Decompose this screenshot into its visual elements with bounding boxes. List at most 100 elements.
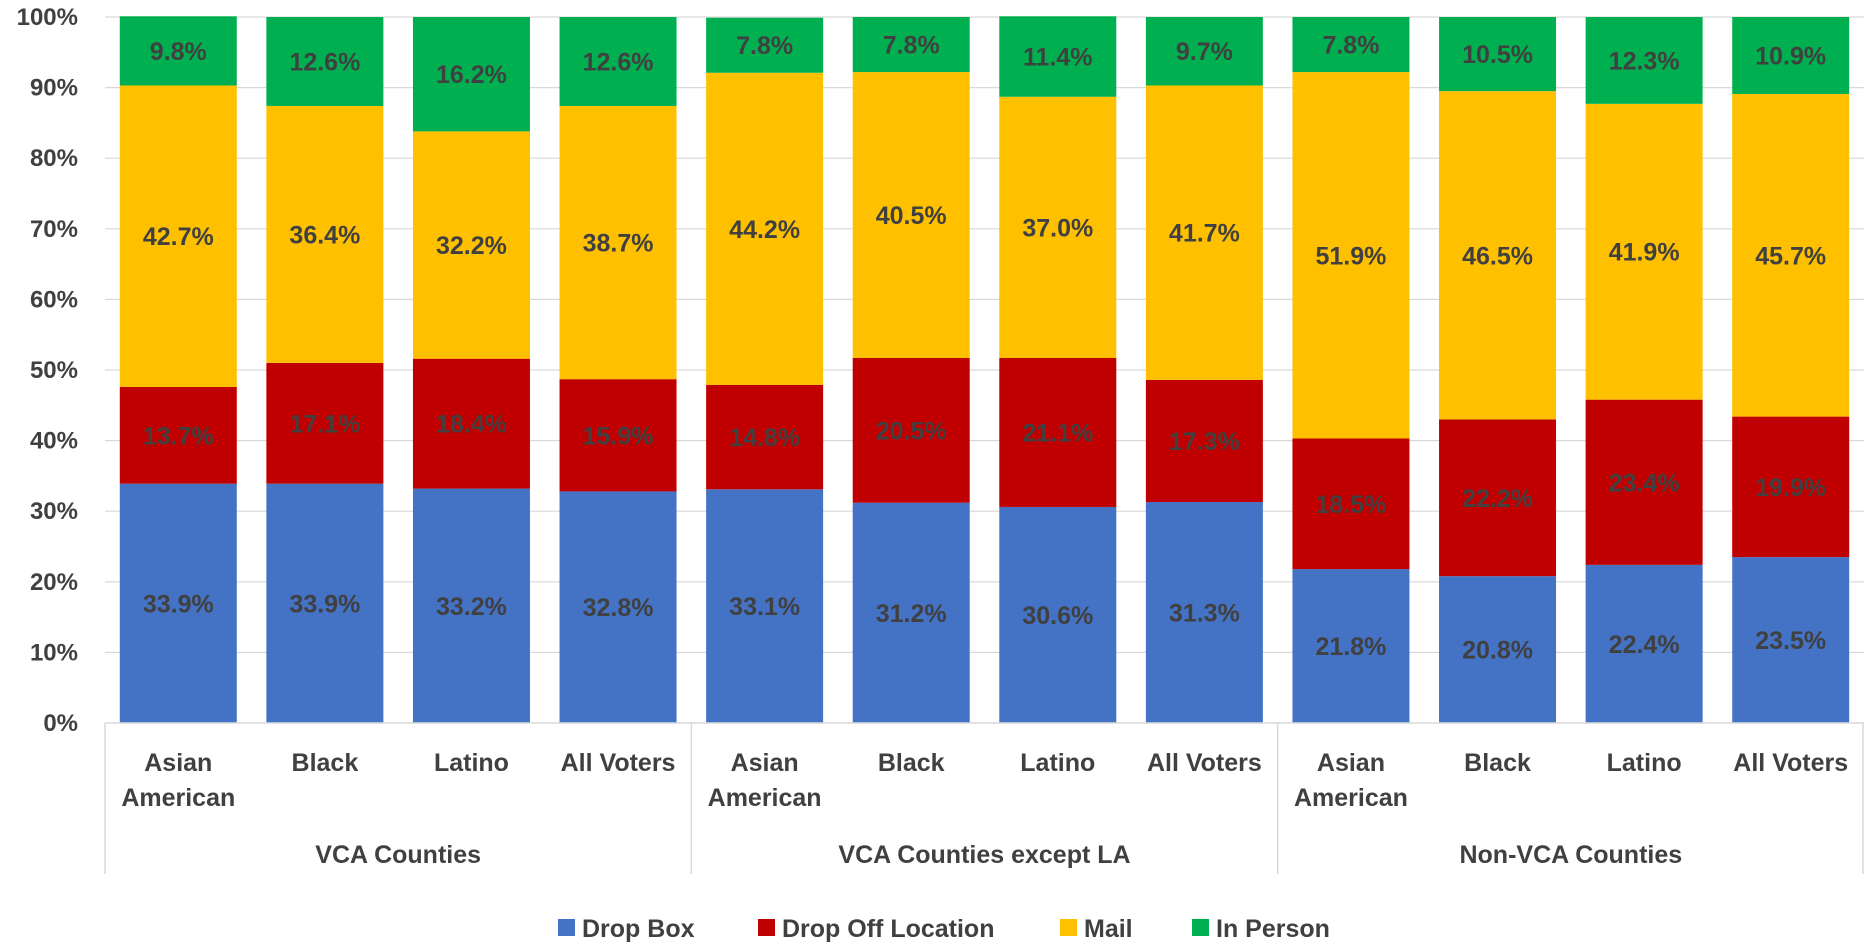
x-tick-label: All Voters (1147, 749, 1262, 777)
data-label: 20.5% (876, 417, 947, 445)
bar-segment (1732, 416, 1850, 558)
data-label: 10.9% (1755, 42, 1826, 70)
data-label: 22.4% (1609, 631, 1680, 659)
y-tick-label: 20% (30, 569, 78, 596)
bar-segment (999, 16, 1117, 97)
data-label: 45.7% (1755, 242, 1826, 270)
bar-segment (1585, 17, 1703, 104)
data-label: 32.8% (583, 594, 654, 622)
bar-segment (266, 105, 384, 363)
data-label: 15.9% (583, 422, 654, 450)
legend-item: In Person (1192, 915, 1330, 943)
bar-segment (1292, 17, 1410, 73)
bar-segment (1145, 85, 1263, 380)
bar-segment (1585, 564, 1703, 723)
bar-segment (412, 131, 530, 359)
data-label: 7.8% (1322, 32, 1379, 60)
data-label: 17.1% (289, 410, 360, 438)
x-group-label: Non-VCA Counties (1459, 841, 1682, 869)
bar-segment (1732, 17, 1850, 94)
data-label: 12.3% (1609, 47, 1680, 75)
data-label: 18.4% (436, 411, 507, 439)
y-tick-label: 70% (30, 216, 78, 243)
bar-segment (266, 483, 384, 723)
y-tick-label: 90% (30, 75, 78, 102)
data-label: 32.2% (436, 232, 507, 260)
data-label: 33.2% (436, 593, 507, 621)
bar-segment (119, 483, 237, 723)
data-label: 21.8% (1316, 633, 1387, 661)
x-tick-label: Black (1464, 749, 1531, 777)
legend-item: Drop Off Location (758, 915, 994, 943)
bar-segment (119, 386, 237, 484)
data-label: 41.9% (1609, 239, 1680, 267)
bar-segment (1292, 438, 1410, 570)
data-label: 44.2% (729, 216, 800, 244)
legend-label: Drop Off Location (782, 915, 994, 943)
data-label: 12.6% (583, 48, 654, 76)
bar-segment (119, 85, 237, 387)
x-tick-label: Latino (1020, 749, 1095, 777)
bar-segment (852, 72, 970, 358)
bar-segment (1439, 419, 1557, 577)
bar-segment (412, 17, 530, 132)
bar-segment (559, 105, 677, 380)
bar-segment (559, 17, 677, 106)
y-tick-label: 100% (17, 4, 78, 31)
bar-segment (706, 384, 824, 490)
data-label: 33.9% (143, 590, 214, 618)
bar-segment (852, 357, 970, 503)
data-label: 42.7% (143, 223, 214, 251)
bar-segment (1145, 379, 1263, 503)
legend-label: In Person (1216, 915, 1330, 943)
gridlines (105, 16, 1864, 654)
x-tick-label: Latino (434, 749, 509, 777)
y-tick-label: 10% (30, 639, 78, 666)
x-tick-label: Asian American (121, 749, 235, 812)
legend-item: Drop Box (558, 915, 695, 943)
bar-segment (1439, 91, 1557, 420)
bar-segment (1732, 557, 1850, 723)
bar-segment (266, 362, 384, 484)
data-label: 14.8% (729, 424, 800, 452)
data-label: 40.5% (876, 202, 947, 230)
data-label: 12.6% (289, 48, 360, 76)
x-group-label: VCA Counties except LA (838, 841, 1130, 869)
data-label: 16.2% (436, 61, 507, 89)
bar-segment (1439, 576, 1557, 723)
x-tick-label: Black (292, 749, 359, 777)
y-tick-label: 30% (30, 498, 78, 525)
bar-segment (1145, 17, 1263, 86)
data-label: 22.2% (1462, 485, 1533, 513)
y-tick-label: 40% (30, 428, 78, 455)
data-label: 11.4% (1023, 44, 1093, 72)
data-label: 37.0% (1022, 214, 1093, 242)
bar-segment (119, 16, 237, 86)
bar-segment (1145, 502, 1263, 723)
y-axis-tick-labels: 0% 10% 20% 30% 40% 50% 60% 70% 80% 90% 100% (17, 4, 78, 737)
x-group-label: VCA Counties (315, 841, 481, 869)
bar-segment (999, 96, 1117, 358)
data-label: 31.2% (876, 600, 947, 628)
bar-segment (1292, 569, 1410, 723)
data-label: 10.5% (1462, 41, 1533, 69)
bar-segment (266, 17, 384, 106)
data-label: 7.8% (736, 32, 793, 60)
x-tick-label: Asian American (1294, 749, 1408, 812)
bar-segment (1439, 17, 1557, 92)
bar-segment (999, 357, 1117, 507)
y-tick-label: 80% (30, 145, 78, 172)
data-label: 19.9% (1755, 474, 1826, 502)
data-label: 33.1% (729, 593, 800, 621)
y-tick-label: 50% (30, 357, 78, 384)
x-tick-label: Latino (1607, 749, 1682, 777)
data-label: 31.3% (1169, 600, 1240, 628)
bar-segment (852, 502, 970, 723)
legend-item: Mail (1060, 915, 1133, 943)
data-label: 23.5% (1755, 627, 1826, 655)
bar-segment (706, 72, 824, 385)
x-tick-label: Asian American (708, 749, 822, 812)
bar-segment (852, 17, 970, 73)
bar-segment (1585, 399, 1703, 565)
bar-segment (1585, 103, 1703, 400)
